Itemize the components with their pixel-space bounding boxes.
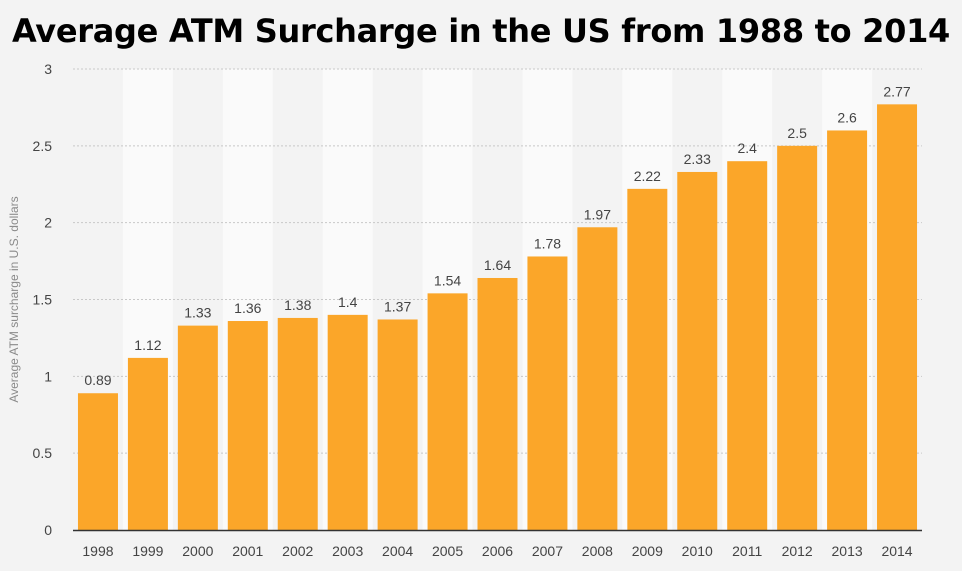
x-tick-label: 2013 bbox=[832, 543, 863, 559]
value-label: 1.78 bbox=[534, 235, 561, 251]
x-tick-label: 2009 bbox=[632, 543, 663, 559]
bar bbox=[577, 227, 618, 530]
value-label: 2.6 bbox=[837, 109, 857, 125]
x-tick-label: 1998 bbox=[82, 543, 113, 559]
bar bbox=[627, 188, 668, 531]
bar bbox=[527, 256, 568, 530]
x-tick-label: 2010 bbox=[682, 543, 713, 559]
value-label: 2.33 bbox=[684, 151, 711, 167]
value-label: 1.4 bbox=[338, 294, 358, 310]
x-tick-label: 2014 bbox=[881, 543, 912, 559]
bar bbox=[177, 325, 218, 530]
y-tick-label: 2 bbox=[44, 215, 52, 231]
value-label: 0.89 bbox=[84, 372, 111, 388]
bar bbox=[127, 357, 168, 530]
bar bbox=[377, 319, 418, 530]
value-label: 1.97 bbox=[584, 206, 611, 222]
value-label: 1.37 bbox=[384, 298, 411, 314]
x-tick-label: 2006 bbox=[482, 543, 513, 559]
value-label: 2.77 bbox=[883, 83, 910, 99]
chart-title: Average ATM Surcharge in the US from 198… bbox=[11, 12, 951, 50]
bar bbox=[227, 321, 268, 530]
x-tick-label: 1999 bbox=[132, 543, 163, 559]
x-tick-label: 2004 bbox=[382, 543, 413, 559]
x-tick-label: 2002 bbox=[282, 543, 313, 559]
x-tick-label: 2007 bbox=[532, 543, 563, 559]
x-tick-label: 2003 bbox=[332, 543, 363, 559]
value-label: 1.33 bbox=[184, 305, 211, 321]
value-label: 1.38 bbox=[284, 297, 311, 313]
value-label: 1.54 bbox=[434, 272, 461, 288]
bar bbox=[827, 130, 868, 530]
value-label: 2.5 bbox=[787, 125, 807, 141]
x-tick-label: 2012 bbox=[782, 543, 813, 559]
y-tick-label: 3 bbox=[44, 61, 52, 77]
y-tick-label: 1.5 bbox=[33, 292, 53, 308]
value-label: 1.36 bbox=[234, 300, 261, 316]
bar bbox=[327, 314, 368, 530]
value-label: 1.64 bbox=[484, 257, 511, 273]
bar bbox=[777, 145, 818, 531]
x-tick-label: 2000 bbox=[182, 543, 213, 559]
y-tick-label: 0 bbox=[44, 522, 52, 538]
bar bbox=[477, 277, 518, 530]
bars bbox=[77, 104, 918, 531]
bar bbox=[877, 104, 918, 531]
y-axis-label: Average ATM surcharge in U.S. dollars bbox=[7, 196, 21, 402]
value-label: 2.4 bbox=[737, 140, 757, 156]
x-tick-labels: 1998 1999 2000 2001 2002 2003 2004 2005 2006 2007… bbox=[82, 543, 912, 559]
value-labels: 0.89 1.12 1.33 1.36 1.38 1.4 1.37 1.54 1.64 1.78 1… bbox=[84, 83, 911, 388]
y-tick-label: 2.5 bbox=[33, 138, 53, 154]
value-label: 2.22 bbox=[634, 168, 661, 184]
y-tick-label: 0.5 bbox=[33, 445, 53, 461]
x-tick-label: 2005 bbox=[432, 543, 463, 559]
x-tick-label: 2001 bbox=[232, 543, 263, 559]
x-tick-label: 2011 bbox=[732, 543, 762, 559]
bar bbox=[277, 317, 318, 530]
value-label: 1.12 bbox=[134, 337, 161, 353]
y-tick-label: 1 bbox=[44, 368, 52, 384]
bar bbox=[677, 171, 718, 530]
y-tick-labels: 0 0.5 1 1.5 2 2.5 3 bbox=[33, 61, 53, 538]
bar bbox=[427, 293, 468, 530]
bar bbox=[727, 161, 768, 530]
bar bbox=[77, 393, 118, 530]
x-tick-label: 2008 bbox=[582, 543, 613, 559]
